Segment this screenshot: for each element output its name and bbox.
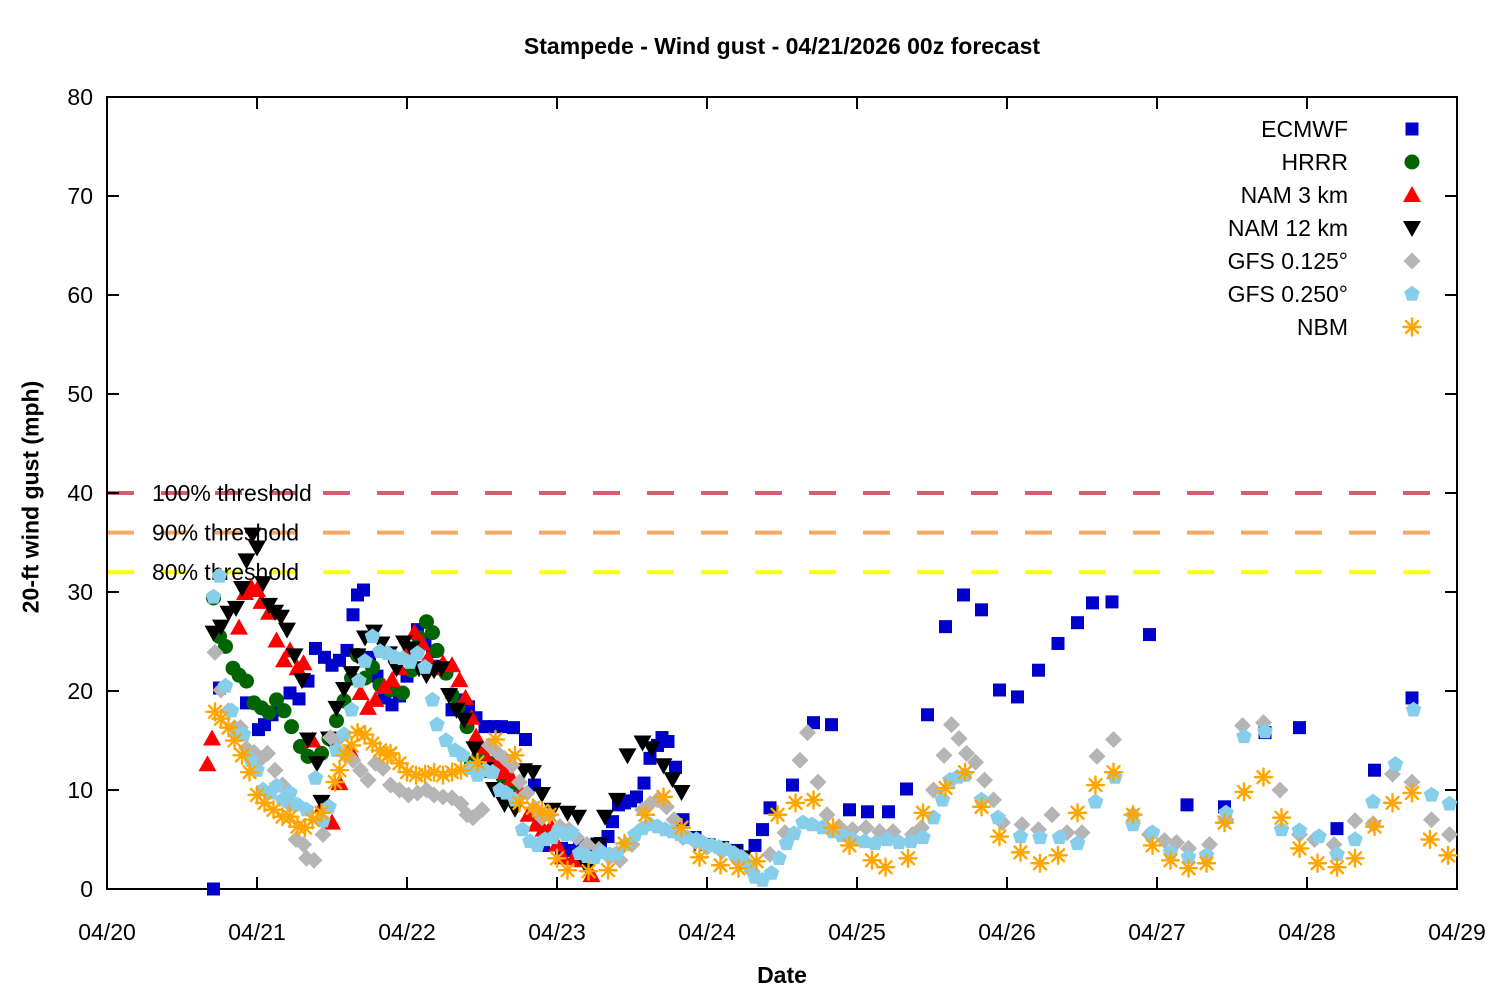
- legend-label: NAM 3 km: [1241, 182, 1348, 208]
- y-tick-label: 40: [67, 480, 93, 506]
- x-axis-label: Date: [757, 962, 807, 988]
- legend-item-gfs-0-125: GFS 0.125°: [1228, 248, 1421, 274]
- y-tick-label: 60: [67, 282, 93, 308]
- x-tick-label: 04/22: [378, 919, 436, 945]
- legend-label: GFS 0.125°: [1228, 248, 1348, 274]
- x-tick-label: 04/21: [228, 919, 286, 945]
- legend-label: ECMWF: [1261, 116, 1348, 142]
- legend-item-nam-12-km: NAM 12 km: [1228, 215, 1421, 241]
- y-axis-label: 20-ft wind gust (mph): [17, 380, 44, 614]
- legend-item-gfs-0-250: GFS 0.250°: [1228, 281, 1420, 307]
- legend-item-ecmwf: ECMWF: [1261, 116, 1419, 142]
- y-tick-label: 0: [80, 876, 93, 902]
- threshold-label-36: 90% threshold: [152, 520, 299, 546]
- x-tick-label: 04/26: [978, 919, 1036, 945]
- y-tick-label: 70: [67, 183, 93, 209]
- x-tick-label: 04/27: [1128, 919, 1186, 945]
- threshold-label-40: 100% threshold: [152, 480, 312, 506]
- y-tick-label: 50: [67, 381, 93, 407]
- legend-item-nam-3-km: NAM 3 km: [1241, 182, 1421, 208]
- legend-item-hrrr: HRRR: [1282, 149, 1420, 175]
- x-tick-label: 04/20: [78, 919, 136, 945]
- y-tick-label: 10: [67, 777, 93, 803]
- legend-item-nbm: NBM: [1297, 314, 1422, 340]
- y-tick-label: 80: [67, 84, 93, 110]
- series-ecmwf: [207, 583, 1419, 896]
- y-tick-label: 30: [67, 579, 93, 605]
- threshold-label-32: 80% threshold: [152, 559, 299, 585]
- legend-label: NAM 12 km: [1228, 215, 1348, 241]
- x-tick-label: 04/28: [1278, 919, 1336, 945]
- x-tick-label: 04/23: [528, 919, 586, 945]
- chart-title: Stampede - Wind gust - 04/21/2026 00z fo…: [523, 33, 1041, 59]
- x-tick-label: 04/29: [1428, 919, 1486, 945]
- legend-label: HRRR: [1282, 149, 1348, 175]
- x-tick-label: 04/24: [678, 919, 736, 945]
- series-nbm: [205, 702, 1458, 881]
- y-tick-label: 20: [67, 678, 93, 704]
- x-tick-label: 04/25: [828, 919, 886, 945]
- legend-label: GFS 0.250°: [1228, 281, 1348, 307]
- legend-label: NBM: [1297, 314, 1348, 340]
- series-gfs-0-250: [205, 567, 1458, 887]
